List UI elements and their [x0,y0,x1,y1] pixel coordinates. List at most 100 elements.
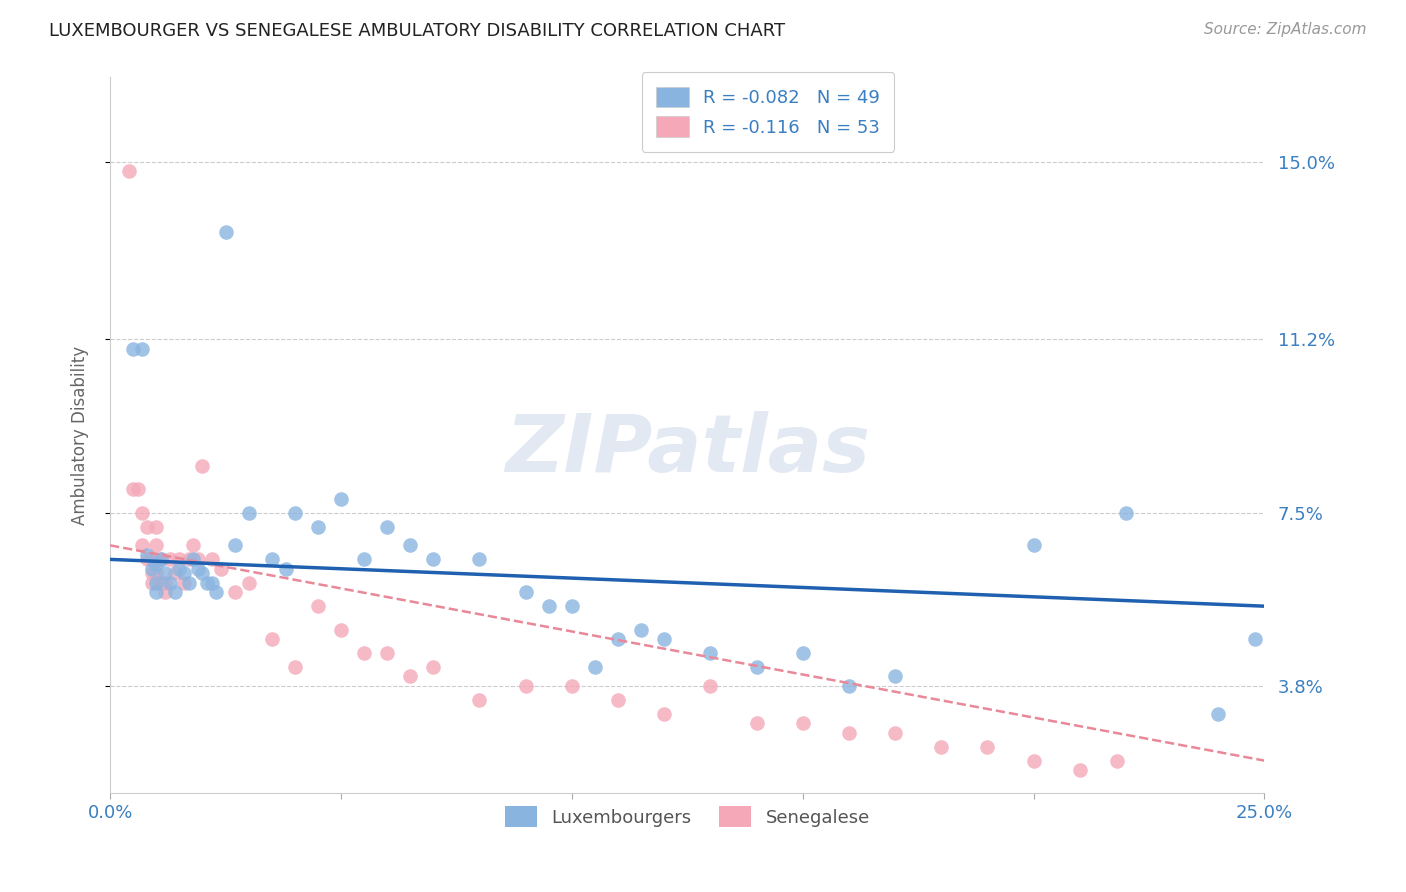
Point [155,575,177,590]
Point [884,669,907,683]
Point [1244,632,1267,646]
Point [353,552,375,566]
Point [155,585,177,599]
Legend: Luxembourgers, Senegalese: Luxembourgers, Senegalese [498,799,877,834]
Point [699,679,721,693]
Point [201,575,224,590]
Point [191,566,214,581]
Point [1022,754,1045,768]
Point [224,538,246,552]
Point [205,585,228,599]
Point [745,660,768,674]
Point [353,646,375,660]
Point [630,623,652,637]
Point [136,548,159,562]
Point [141,552,163,566]
Point [745,716,768,731]
Point [238,506,260,520]
Point [145,538,167,552]
Point [284,660,307,674]
Point [131,506,153,520]
Point [976,739,998,754]
Point [127,482,149,496]
Point [201,552,224,566]
Point [163,566,186,581]
Point [181,552,204,566]
Point [838,725,860,739]
Point [1022,538,1045,552]
Point [209,562,232,576]
Point [607,632,630,646]
Point [149,552,172,566]
Point [1105,754,1128,768]
Point [187,562,209,576]
Point [159,575,181,590]
Point [149,552,172,566]
Point [145,585,167,599]
Text: LUXEMBOURGER VS SENEGALESE AMBULATORY DISABILITY CORRELATION CHART: LUXEMBOURGER VS SENEGALESE AMBULATORY DI… [49,22,786,40]
Point [1115,506,1137,520]
Point [537,599,560,614]
Point [173,575,195,590]
Point [1069,763,1091,777]
Point [375,646,398,660]
Point [122,482,145,496]
Point [145,575,167,590]
Point [652,632,675,646]
Point [422,552,444,566]
Text: ZIPatlas: ZIPatlas [505,410,870,489]
Point [307,519,329,533]
Point [1206,706,1229,721]
Point [561,599,583,614]
Point [191,458,214,473]
Point [117,164,139,178]
Point [468,692,491,706]
Text: Source: ZipAtlas.com: Source: ZipAtlas.com [1204,22,1367,37]
Point [141,575,163,590]
Point [181,538,204,552]
Point [173,566,195,581]
Point [131,538,153,552]
Point [214,225,236,239]
Point [884,725,907,739]
Point [399,538,422,552]
Point [838,679,860,693]
Point [699,646,721,660]
Point [195,575,218,590]
Point [652,706,675,721]
Point [375,519,398,533]
Point [515,585,537,599]
Point [792,646,814,660]
Point [141,566,163,581]
Point [177,575,200,590]
Point [145,557,167,571]
Point [177,552,200,566]
Y-axis label: Ambulatory Disability: Ambulatory Disability [72,346,89,525]
Point [929,739,952,754]
Point [260,632,283,646]
Point [422,660,444,674]
Point [399,669,422,683]
Point [329,491,352,506]
Point [145,519,167,533]
Point [141,562,163,576]
Point [274,562,297,576]
Point [136,552,159,566]
Point [329,623,352,637]
Point [155,566,177,581]
Point [561,679,583,693]
Point [583,660,606,674]
Point [468,552,491,566]
Point [238,575,260,590]
Point [515,679,537,693]
Point [163,585,186,599]
Point [159,552,181,566]
Point [284,506,307,520]
Point [131,342,153,356]
Point [187,552,209,566]
Point [136,519,159,533]
Point [169,552,191,566]
Point [145,566,167,581]
Point [260,552,283,566]
Point [122,342,145,356]
